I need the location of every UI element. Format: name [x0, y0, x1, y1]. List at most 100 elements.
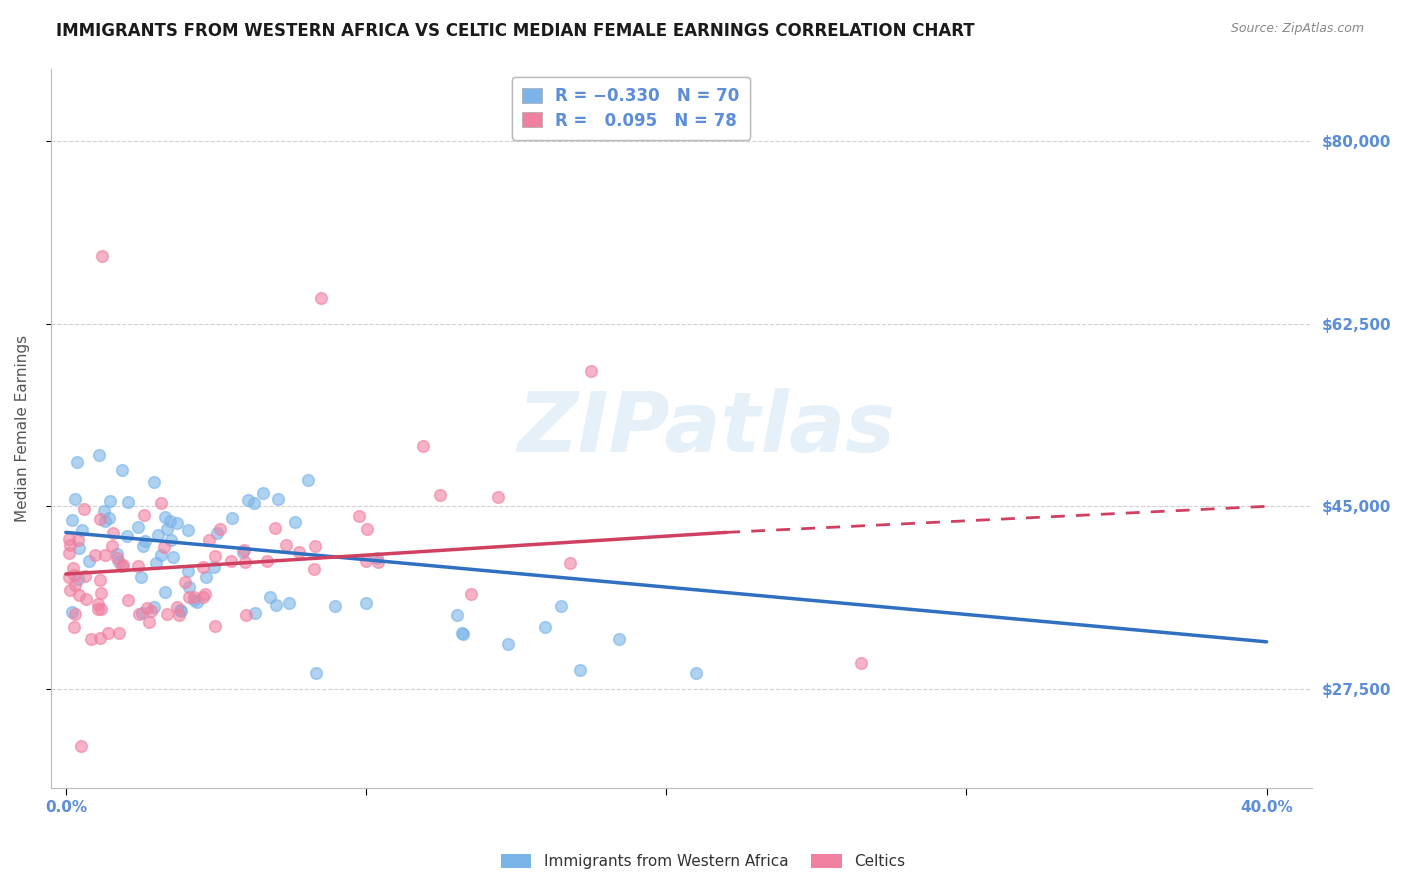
Point: [101, 525, 124, 540]
Point: [153, 509, 176, 524]
Point: [354, 554, 377, 568]
Point: [67, 541, 90, 555]
Point: [59, 538, 82, 552]
Point: [309, 291, 332, 305]
Point: [304, 539, 326, 553]
Point: [162, 549, 184, 564]
Point: [59, 583, 82, 598]
Point: [412, 439, 434, 453]
Point: [356, 522, 378, 536]
Point: [105, 550, 128, 565]
Point: [204, 549, 226, 563]
Point: [155, 585, 177, 599]
Point: [94, 514, 117, 528]
Point: [62, 561, 84, 575]
Point: [851, 656, 873, 670]
Point: [152, 540, 174, 554]
Point: [496, 637, 519, 651]
Point: [63, 568, 86, 582]
Point: [89, 573, 111, 587]
Point: [304, 561, 326, 575]
Point: [75, 592, 97, 607]
Point: [128, 607, 150, 621]
Text: Source: ZipAtlas.com: Source: ZipAtlas.com: [1230, 22, 1364, 36]
Point: [263, 521, 285, 535]
Point: [108, 555, 131, 569]
Point: [141, 604, 163, 618]
Point: [117, 592, 139, 607]
Point: [607, 632, 630, 646]
Point: [115, 529, 138, 543]
Point: [73, 568, 96, 582]
Point: [274, 539, 297, 553]
Point: [134, 508, 156, 522]
Point: [167, 607, 190, 622]
Point: [166, 516, 188, 530]
Point: [89, 511, 111, 525]
Point: [67, 588, 90, 602]
Point: [238, 492, 260, 507]
Point: [89, 631, 111, 645]
Point: [169, 604, 191, 618]
Point: [366, 550, 388, 565]
Point: [204, 619, 226, 633]
Text: ZIPatlas: ZIPatlas: [517, 388, 896, 468]
Point: [93, 503, 115, 517]
Point: [177, 564, 200, 578]
Point: [108, 626, 131, 640]
Point: [101, 539, 124, 553]
Point: [98, 494, 121, 508]
Point: [84, 548, 107, 562]
Point: [232, 543, 254, 558]
Point: [66, 455, 89, 469]
Point: [63, 620, 86, 634]
Point: [58, 546, 80, 560]
Point: [63, 492, 86, 507]
Point: [159, 514, 181, 528]
Point: [67, 573, 90, 587]
Point: [70, 739, 93, 753]
Point: [267, 491, 290, 506]
Point: [245, 606, 267, 620]
Point: [90, 602, 112, 616]
Point: [207, 526, 229, 541]
Point: [90, 249, 112, 263]
Point: [156, 522, 179, 536]
Point: [367, 555, 389, 569]
Legend: R = −0.330   N = 70, R =   0.095   N = 78: R = −0.330 N = 70, R = 0.095 N = 78: [512, 77, 749, 139]
Point: [297, 473, 319, 487]
Point: [264, 598, 287, 612]
Point: [142, 475, 165, 489]
Point: [191, 560, 214, 574]
Point: [131, 607, 153, 621]
Y-axis label: Median Female Earnings: Median Female Earnings: [15, 334, 30, 522]
Point: [90, 586, 112, 600]
Point: [134, 534, 156, 549]
Point: [112, 558, 135, 573]
Point: [67, 533, 90, 548]
Point: [278, 596, 301, 610]
Point: [135, 601, 157, 615]
Point: [146, 528, 169, 542]
Point: [87, 597, 110, 611]
Point: [323, 599, 346, 613]
Point: [65, 578, 87, 592]
Point: [579, 364, 602, 378]
Point: [177, 581, 200, 595]
Legend: Immigrants from Western Africa, Celtics: Immigrants from Western Africa, Celtics: [495, 848, 911, 875]
Point: [256, 554, 278, 568]
Point: [127, 520, 149, 534]
Point: [232, 545, 254, 559]
Point: [451, 626, 474, 640]
Point: [60, 513, 83, 527]
Point: [183, 591, 205, 605]
Point: [197, 533, 219, 548]
Point: [73, 502, 96, 516]
Point: [97, 626, 120, 640]
Point: [80, 632, 103, 646]
Point: [111, 463, 134, 477]
Point: [145, 556, 167, 570]
Point: [186, 595, 208, 609]
Point: [219, 554, 242, 568]
Point: [111, 559, 134, 574]
